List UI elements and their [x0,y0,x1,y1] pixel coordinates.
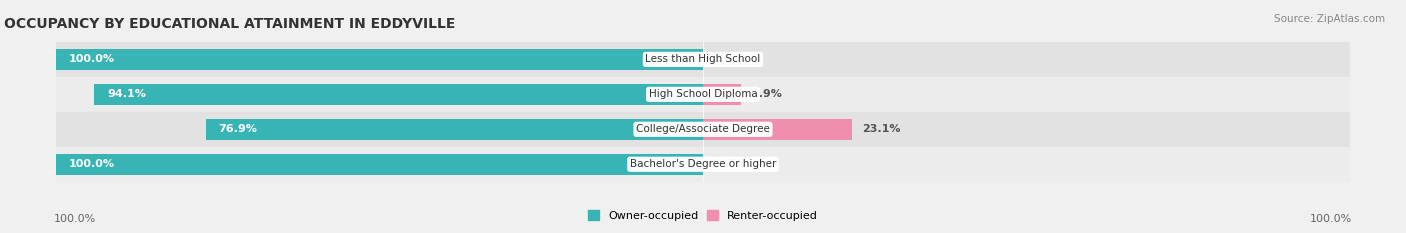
Text: Bachelor's Degree or higher: Bachelor's Degree or higher [630,159,776,169]
Text: 0.0%: 0.0% [713,159,744,169]
Text: College/Associate Degree: College/Associate Degree [636,124,770,134]
Text: Less than High School: Less than High School [645,55,761,64]
Legend: Owner-occupied, Renter-occupied: Owner-occupied, Renter-occupied [588,210,818,221]
Text: 100.0%: 100.0% [69,55,115,64]
Text: 5.9%: 5.9% [751,89,782,99]
Text: Source: ZipAtlas.com: Source: ZipAtlas.com [1274,14,1385,24]
Text: OCCUPANCY BY EDUCATIONAL ATTAINMENT IN EDDYVILLE: OCCUPANCY BY EDUCATIONAL ATTAINMENT IN E… [4,17,456,31]
Bar [56,147,1350,182]
Bar [94,84,703,105]
Bar [703,119,852,140]
Text: 100.0%: 100.0% [53,214,96,224]
Text: 100.0%: 100.0% [1310,214,1353,224]
Bar [56,77,1350,112]
Bar [56,154,703,175]
Text: High School Diploma: High School Diploma [648,89,758,99]
Bar [56,49,703,70]
Text: 94.1%: 94.1% [107,89,146,99]
Text: 76.9%: 76.9% [218,124,257,134]
Text: 100.0%: 100.0% [69,159,115,169]
Bar [205,119,703,140]
Text: 23.1%: 23.1% [862,124,901,134]
Text: 0.0%: 0.0% [713,55,744,64]
Bar [56,112,1350,147]
Bar [56,42,1350,77]
Bar [703,84,741,105]
